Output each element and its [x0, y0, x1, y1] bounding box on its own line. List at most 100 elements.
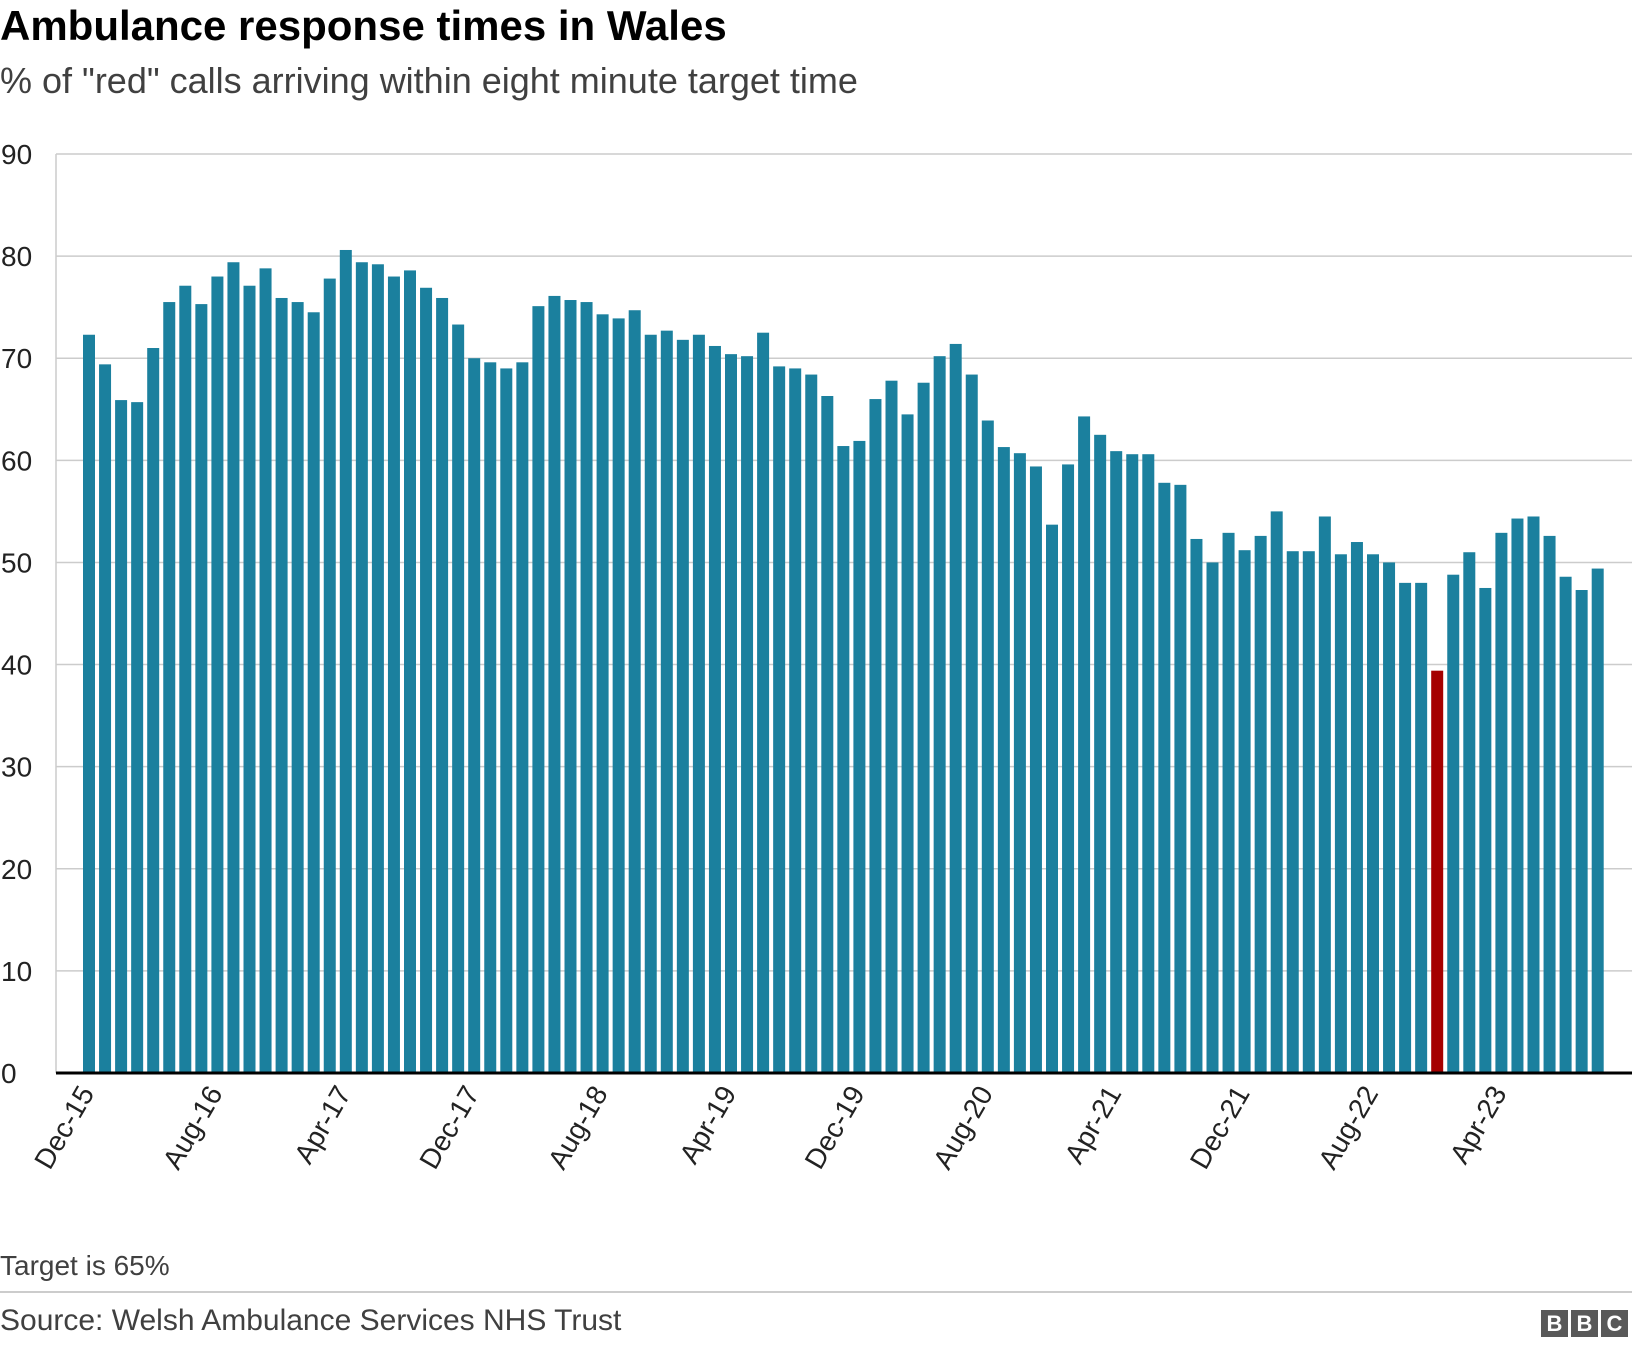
bar: [420, 287, 433, 1073]
bar: [163, 302, 176, 1073]
bar: [612, 318, 625, 1073]
y-tick-label: 20: [1, 854, 32, 885]
bar: [1447, 574, 1460, 1073]
bar: [1367, 554, 1379, 1073]
bar: [516, 362, 529, 1073]
bar: [99, 364, 112, 1074]
bbc-logo-letter: B: [1541, 1310, 1568, 1337]
x-tick-label: Dec-17: [413, 1081, 485, 1175]
bar: [259, 268, 272, 1073]
y-tick-label: 10: [1, 956, 32, 987]
bar: [1399, 582, 1412, 1073]
bar: [580, 302, 593, 1073]
bar: [628, 310, 641, 1074]
bar: [1238, 550, 1251, 1073]
bar: [1062, 464, 1075, 1073]
bar: [115, 400, 128, 1074]
bar: [1511, 518, 1524, 1073]
bar: [339, 249, 352, 1074]
bar: [789, 368, 802, 1073]
bar: [371, 264, 384, 1073]
bar: [1543, 535, 1556, 1073]
x-tick-label: Apr-21: [1059, 1081, 1128, 1169]
bar: [741, 356, 754, 1073]
bar: [532, 306, 545, 1073]
bar: [1575, 590, 1588, 1073]
bar: [211, 276, 224, 1073]
y-tick-label: 30: [1, 752, 32, 783]
bar: [1029, 466, 1042, 1074]
bbc-logo-letter: C: [1601, 1310, 1628, 1337]
x-tick-label: Apr-19: [673, 1081, 742, 1169]
bar: [1206, 562, 1219, 1073]
bar: [821, 396, 834, 1073]
bar: [1142, 454, 1155, 1074]
bar: [1174, 484, 1187, 1074]
bar: [195, 304, 208, 1074]
bar: [227, 262, 240, 1073]
footer-divider: [0, 1291, 1632, 1293]
bar: [708, 345, 721, 1074]
bar: [1302, 551, 1315, 1073]
bar: [1190, 538, 1203, 1073]
x-tick-label: Aug-18: [542, 1081, 614, 1175]
target-note: Target is 65%: [0, 1250, 170, 1281]
bar: [1318, 516, 1331, 1073]
bar: [179, 285, 192, 1074]
bar: [404, 270, 416, 1073]
bar: [1270, 511, 1283, 1073]
bar: [1013, 453, 1026, 1073]
y-tick-label: 50: [1, 547, 32, 578]
bar: [1222, 532, 1235, 1073]
bar: [468, 358, 481, 1074]
bar: [1463, 552, 1476, 1073]
bar: [692, 334, 705, 1073]
bar: [1286, 551, 1299, 1073]
bar: [773, 366, 786, 1073]
bar: [725, 354, 737, 1073]
source-text: Source: Welsh Ambulance Services NHS Tru…: [0, 1304, 622, 1337]
x-tick-label: Aug-20: [927, 1081, 999, 1175]
bar: [1334, 554, 1347, 1073]
bar: [660, 330, 673, 1073]
bar: [981, 420, 994, 1073]
bar: [436, 297, 449, 1074]
bar: [837, 446, 850, 1073]
bar: [805, 374, 818, 1073]
y-tick-label: 90: [1, 139, 32, 170]
bar: [1350, 542, 1363, 1073]
bar: [1591, 568, 1604, 1073]
y-tick-label: 0: [1, 1058, 17, 1089]
bar: [949, 343, 962, 1073]
bar: [596, 314, 609, 1073]
bar: [275, 297, 288, 1074]
bar: [1254, 535, 1267, 1073]
bar: [917, 382, 930, 1074]
bar: [1078, 416, 1091, 1073]
bar: [548, 295, 561, 1073]
bar: [869, 399, 882, 1073]
bar: [676, 339, 689, 1074]
bar: [885, 380, 898, 1073]
bar: [933, 356, 946, 1073]
bbc-logo: B B C: [1541, 1310, 1628, 1337]
bar: [1495, 532, 1508, 1073]
bar: [1383, 562, 1396, 1073]
bar: [1094, 434, 1107, 1073]
bar: [307, 312, 320, 1073]
bar: [1126, 454, 1139, 1074]
bar: [564, 300, 577, 1073]
bar: [757, 332, 770, 1073]
x-tick-label: Dec-15: [28, 1081, 100, 1175]
y-tick-label: 60: [1, 445, 32, 476]
x-tick-label: Apr-17: [288, 1081, 357, 1169]
bar: [484, 362, 497, 1073]
y-tick-label: 80: [1, 241, 32, 272]
chart-title: Ambulance response times in Wales: [0, 2, 727, 49]
bar: [1415, 582, 1428, 1073]
y-tick-label: 70: [1, 343, 32, 374]
bbc-logo-letter: B: [1571, 1310, 1598, 1337]
bar: [1479, 587, 1492, 1073]
bar: [131, 402, 144, 1073]
